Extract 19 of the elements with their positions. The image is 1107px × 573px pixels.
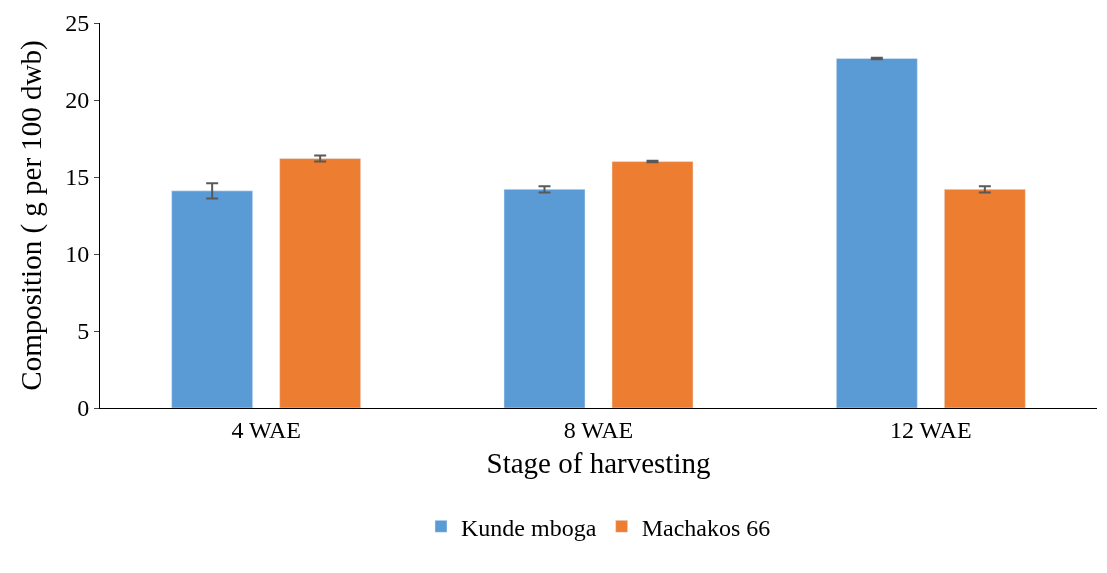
- y-tick-label: 10: [65, 241, 90, 268]
- legend-label: Machakos 66: [641, 514, 771, 541]
- x-axis-title: Stage of harvesting: [486, 446, 711, 479]
- y-axis-title: Composition ( g per 100 dwb): [14, 40, 48, 391]
- bar: [611, 161, 694, 408]
- x-tick-label: 4 WAE: [231, 416, 301, 443]
- y-tick-label: 0: [77, 395, 90, 422]
- y-tick-label: 25: [65, 10, 90, 37]
- x-tick-label: 12 WAE: [890, 416, 972, 443]
- y-tick-label: 5: [77, 318, 90, 345]
- bar: [836, 58, 918, 408]
- legend-label: Kunde mboga: [461, 514, 597, 541]
- bar: [171, 190, 253, 408]
- bar: [944, 189, 1026, 408]
- y-tick-label: 20: [65, 87, 90, 114]
- bar: [503, 189, 586, 408]
- bar: [279, 158, 361, 408]
- x-tick-label: 8 WAE: [563, 416, 634, 443]
- y-tick-label: 15: [65, 164, 90, 191]
